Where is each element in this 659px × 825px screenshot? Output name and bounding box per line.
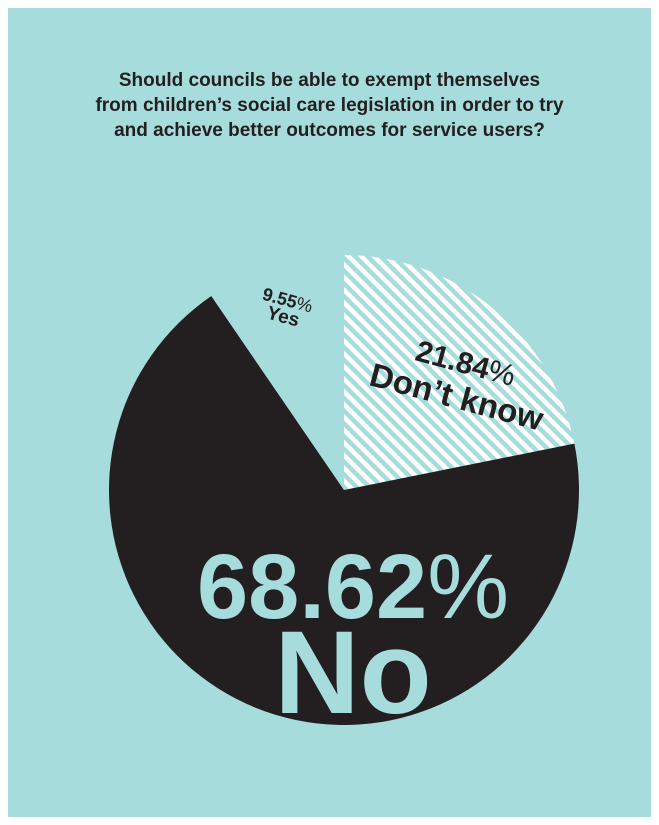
pie-slice-no	[108, 296, 580, 726]
chart-title-line-3: and achieve better outcomes for service …	[114, 120, 545, 141]
pie-slice-yes	[211, 255, 344, 490]
label-no: 68.62%No	[197, 536, 509, 739]
pie-slice-don-t-know	[344, 255, 575, 490]
chart-title: Should councils be able to exempt themse…	[8, 68, 651, 143]
label-no-category: No	[274, 607, 431, 739]
chart-title-line-2: from children’s social care legislation …	[95, 95, 564, 116]
chart-title-line-1: Should councils be able to exempt themse…	[118, 70, 541, 91]
chart-panel: 21.84% Don’t know 68.62% No 9.55% Yes Should …	[8, 8, 651, 817]
label-no-value: 68.62%	[197, 536, 509, 638]
